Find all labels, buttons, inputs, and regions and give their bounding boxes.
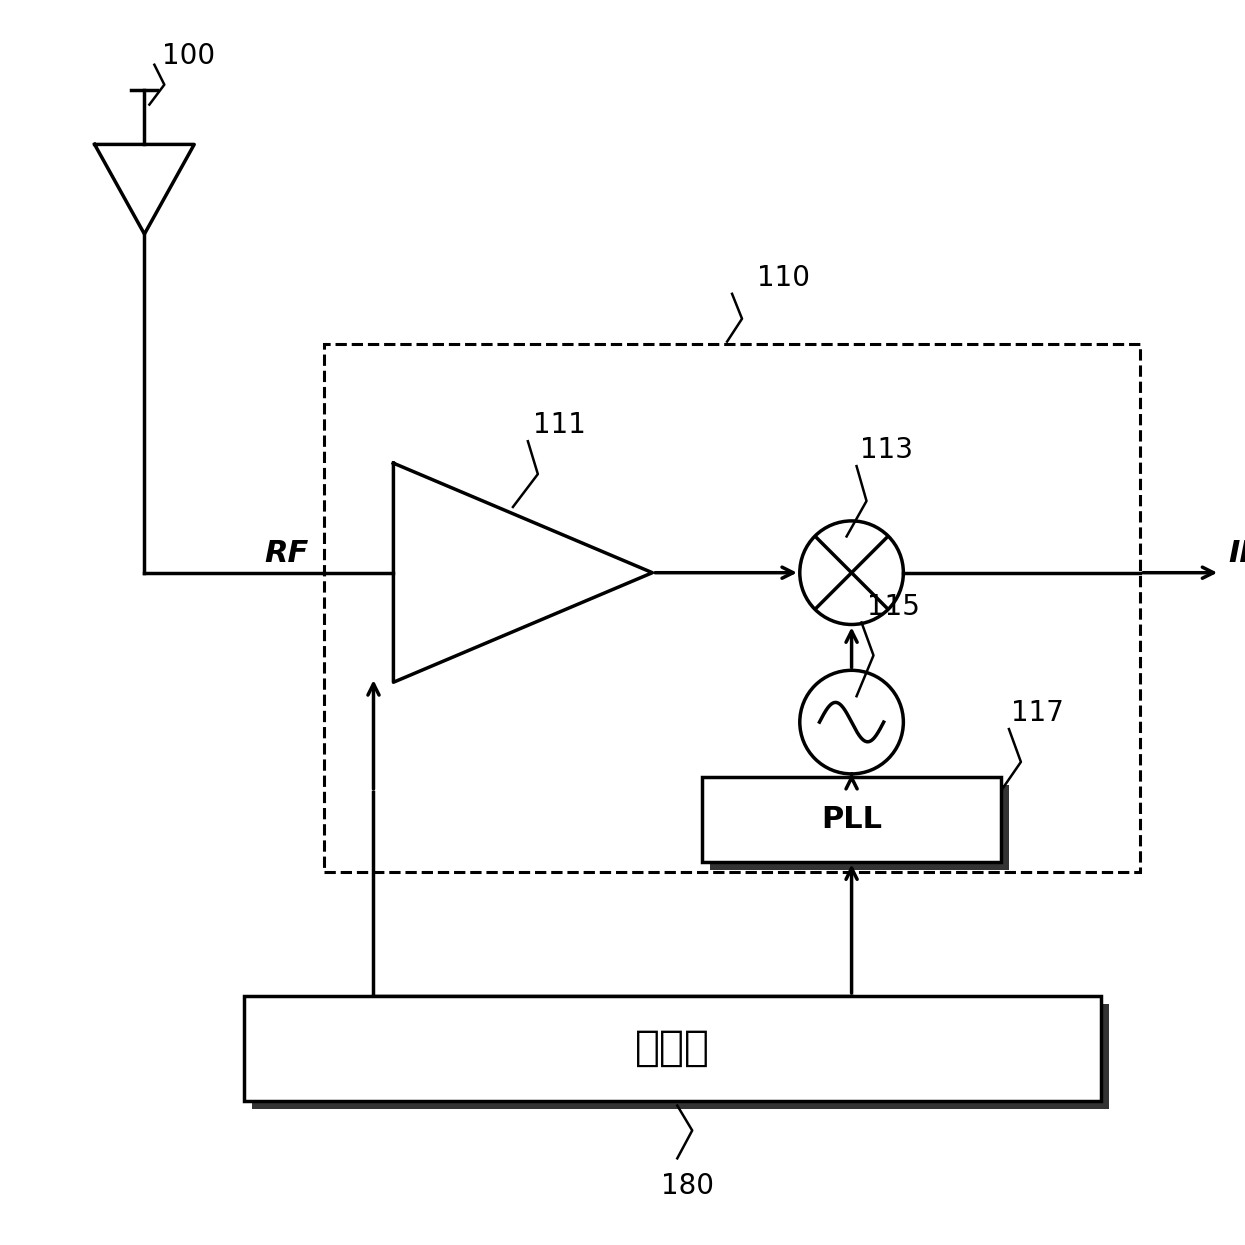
Text: 控制器: 控制器 bbox=[635, 1027, 710, 1069]
Text: 117: 117 bbox=[1011, 700, 1063, 727]
Bar bbox=[710, 784, 1008, 869]
Text: RF: RF bbox=[264, 539, 309, 568]
Bar bbox=[702, 777, 1001, 862]
Text: PLL: PLL bbox=[822, 804, 881, 834]
Text: 180: 180 bbox=[661, 1173, 713, 1200]
Text: 111: 111 bbox=[533, 411, 585, 439]
Text: 110: 110 bbox=[757, 264, 810, 291]
Bar bbox=[251, 1003, 1108, 1108]
Text: 115: 115 bbox=[867, 593, 919, 620]
Text: IF: IF bbox=[1228, 539, 1245, 568]
Text: 100: 100 bbox=[162, 42, 215, 70]
Circle shape bbox=[799, 520, 904, 625]
Circle shape bbox=[799, 670, 904, 774]
Bar bbox=[244, 996, 1101, 1101]
Text: 113: 113 bbox=[859, 436, 913, 464]
Bar bbox=[324, 344, 1140, 871]
